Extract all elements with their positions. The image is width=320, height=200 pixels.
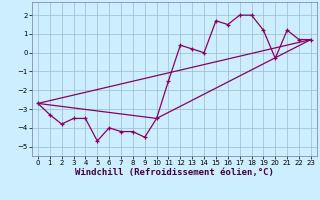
X-axis label: Windchill (Refroidissement éolien,°C): Windchill (Refroidissement éolien,°C) <box>75 168 274 177</box>
